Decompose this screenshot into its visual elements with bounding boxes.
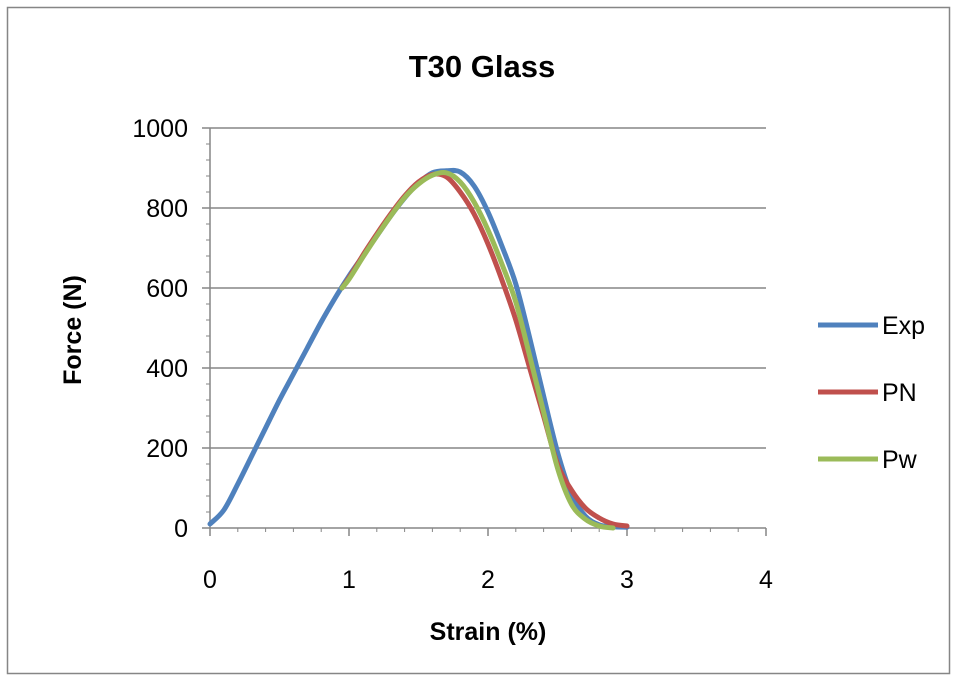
tick-labels: 0 200 400 600 800 1000 0 1 2 3 4 (132, 115, 773, 594)
x-axis-title: Strain (%) (430, 618, 547, 646)
y-tick-label: 1000 (132, 115, 188, 143)
y-tick-label: 0 (174, 515, 188, 543)
y-tick-label: 600 (146, 275, 188, 303)
y-tick-label: 400 (146, 355, 188, 383)
legend: Exp PN Pw (818, 312, 925, 474)
x-tick-label: 0 (203, 566, 217, 594)
legend-label-pw: Pw (882, 446, 918, 474)
y-tick-label: 800 (146, 195, 188, 223)
series-line-pw (339, 169, 616, 531)
gridlines (210, 127, 766, 449)
y-tick-label: 200 (146, 435, 188, 463)
x-tick-label: 4 (759, 566, 773, 594)
legend-label-pn: PN (882, 379, 917, 407)
x-tick-label: 1 (342, 566, 356, 594)
x-tick-label: 3 (620, 566, 634, 594)
x-tick-label: 2 (481, 566, 495, 594)
chart-title: T30 Glass (409, 49, 555, 84)
legend-label-exp: Exp (882, 312, 925, 340)
chart-border (6, 6, 951, 675)
series-lines (207, 167, 630, 531)
axes (202, 127, 767, 536)
y-axis-title: Force (N) (59, 275, 87, 385)
